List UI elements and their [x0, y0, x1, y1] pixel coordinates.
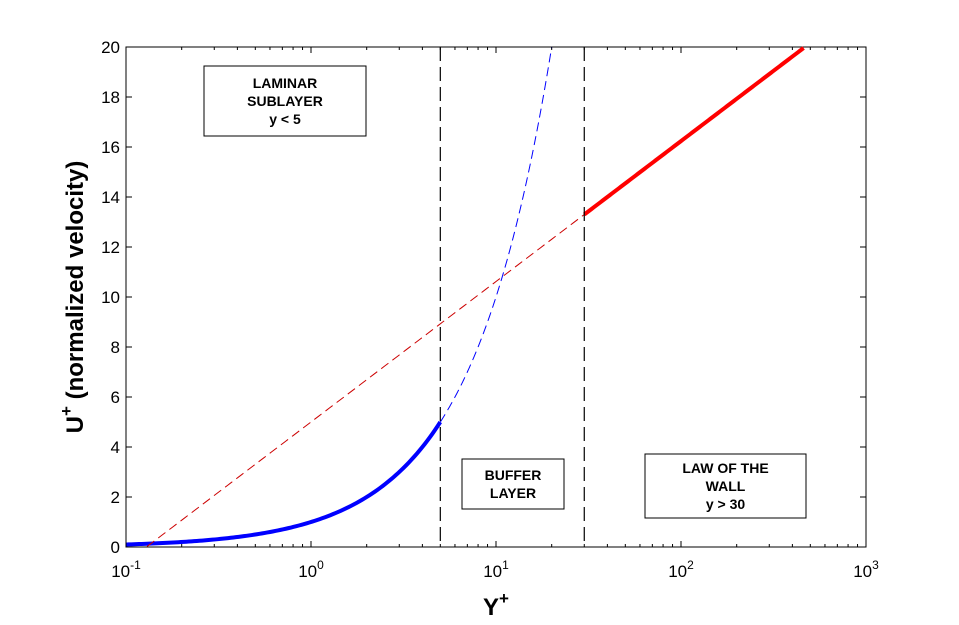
x-tick-label-base: 10: [111, 562, 130, 581]
annotation-box-1: BUFFER LAYER: [461, 458, 565, 510]
x-tick-label-base: 10: [853, 562, 872, 581]
vline-layer: [439, 47, 585, 547]
x-tick-label-exponent: 0: [317, 558, 324, 572]
x-tick-label-base: 10: [298, 562, 317, 581]
annotation-text: WALL: [706, 478, 746, 494]
y-tick-label-4: 8: [111, 338, 120, 357]
y-axis-label-main: U: [62, 416, 89, 433]
y-tick-label-8: 16: [101, 138, 120, 157]
y-tick-label-9: 18: [101, 88, 120, 107]
annotation-box-0: LAMINAR SUBLAYER y < 5: [203, 65, 367, 137]
series-line-2: [146, 214, 585, 547]
series-line-1: [439, 46, 553, 423]
y-axis-label: U+ (normalized velocity): [57, 161, 89, 434]
annotation-box-2: LAW OF THE WALL y > 30: [644, 453, 807, 519]
series-layer: [125, 46, 805, 547]
y-tick-label-3: 6: [111, 388, 120, 407]
x-tick-label-3: 102: [668, 558, 694, 581]
annotation-text: LAW OF THE: [682, 460, 768, 476]
y-axis-label-sup: +: [57, 406, 76, 416]
annotation-text: y > 30: [706, 496, 746, 512]
x-axis-label-sup: +: [499, 589, 509, 608]
annotation-text: BUFFER: [485, 467, 542, 483]
x-tick-label-exponent: -1: [130, 558, 141, 572]
annotation-layer: LAMINAR SUBLAYER y < 5 BUFFER LAYER LAW OF TH…: [203, 65, 807, 519]
annotation-frame: [461, 458, 565, 510]
series-line-0: [125, 420, 442, 547]
y-tick-label-6: 12: [101, 238, 120, 257]
x-tick-label-base: 10: [483, 562, 502, 581]
annotation-text: LAMINAR: [253, 75, 318, 91]
series-line-3: [583, 46, 805, 217]
annotation-frame: [203, 65, 367, 137]
x-tick-label-2: 101: [483, 558, 509, 581]
y-axis-label-rest: (normalized velocity): [62, 161, 89, 406]
y-tick-label-0: 0: [111, 538, 120, 557]
x-tick-label-4: 103: [853, 558, 879, 581]
x-tick-label-0: 10-1: [111, 558, 141, 581]
x-tick-label-1: 100: [298, 558, 324, 581]
annotation-frame: [644, 453, 807, 519]
y-tick-label-1: 2: [111, 488, 120, 507]
y-tick-label-10: 20: [101, 38, 120, 57]
y-tick-label-7: 14: [101, 188, 120, 207]
annotation-text: SUBLAYER: [247, 93, 323, 109]
x-axis-label-main: Y: [483, 594, 499, 621]
y-tick-label-5: 10: [101, 288, 120, 307]
x-tick-label-exponent: 1: [502, 558, 509, 572]
x-tick-label-base: 10: [668, 562, 687, 581]
x-tick-label-exponent: 2: [687, 558, 694, 572]
x-axis-label: Y+: [483, 589, 509, 621]
y-tick-label-2: 4: [111, 438, 120, 457]
annotation-text: LAYER: [490, 485, 536, 501]
x-tick-label-exponent: 3: [872, 558, 879, 572]
annotation-text: y < 5: [269, 111, 301, 127]
